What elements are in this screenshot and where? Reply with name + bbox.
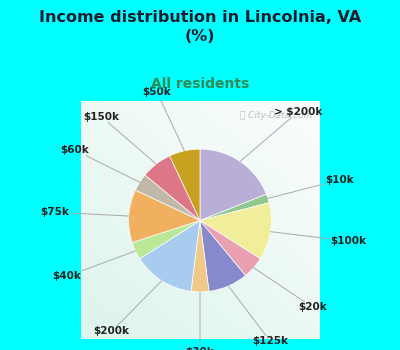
Text: $100k: $100k bbox=[270, 232, 366, 246]
Wedge shape bbox=[135, 175, 200, 220]
Wedge shape bbox=[191, 220, 209, 292]
Text: All residents: All residents bbox=[151, 77, 249, 91]
Text: Income distribution in Lincolnia, VA
(%): Income distribution in Lincolnia, VA (%) bbox=[39, 10, 361, 44]
Text: $30k: $30k bbox=[186, 292, 214, 350]
Wedge shape bbox=[200, 194, 269, 220]
Text: > $200k: > $200k bbox=[240, 107, 322, 161]
Wedge shape bbox=[145, 156, 200, 220]
Wedge shape bbox=[200, 220, 260, 275]
Wedge shape bbox=[140, 220, 200, 291]
Text: ⓘ City-Data.com: ⓘ City-Data.com bbox=[240, 111, 312, 120]
Wedge shape bbox=[170, 149, 200, 220]
Text: $150k: $150k bbox=[84, 112, 156, 164]
Text: $75k: $75k bbox=[40, 207, 129, 217]
Wedge shape bbox=[200, 220, 246, 291]
Wedge shape bbox=[200, 149, 266, 220]
Text: $60k: $60k bbox=[60, 145, 140, 182]
Wedge shape bbox=[200, 203, 271, 259]
Text: $20k: $20k bbox=[254, 268, 327, 313]
Text: $125k: $125k bbox=[228, 286, 288, 346]
Wedge shape bbox=[129, 190, 200, 243]
Wedge shape bbox=[132, 220, 200, 259]
Text: $40k: $40k bbox=[52, 251, 135, 281]
Text: $50k: $50k bbox=[142, 87, 184, 151]
Text: $10k: $10k bbox=[268, 175, 354, 198]
Text: $200k: $200k bbox=[94, 281, 162, 336]
